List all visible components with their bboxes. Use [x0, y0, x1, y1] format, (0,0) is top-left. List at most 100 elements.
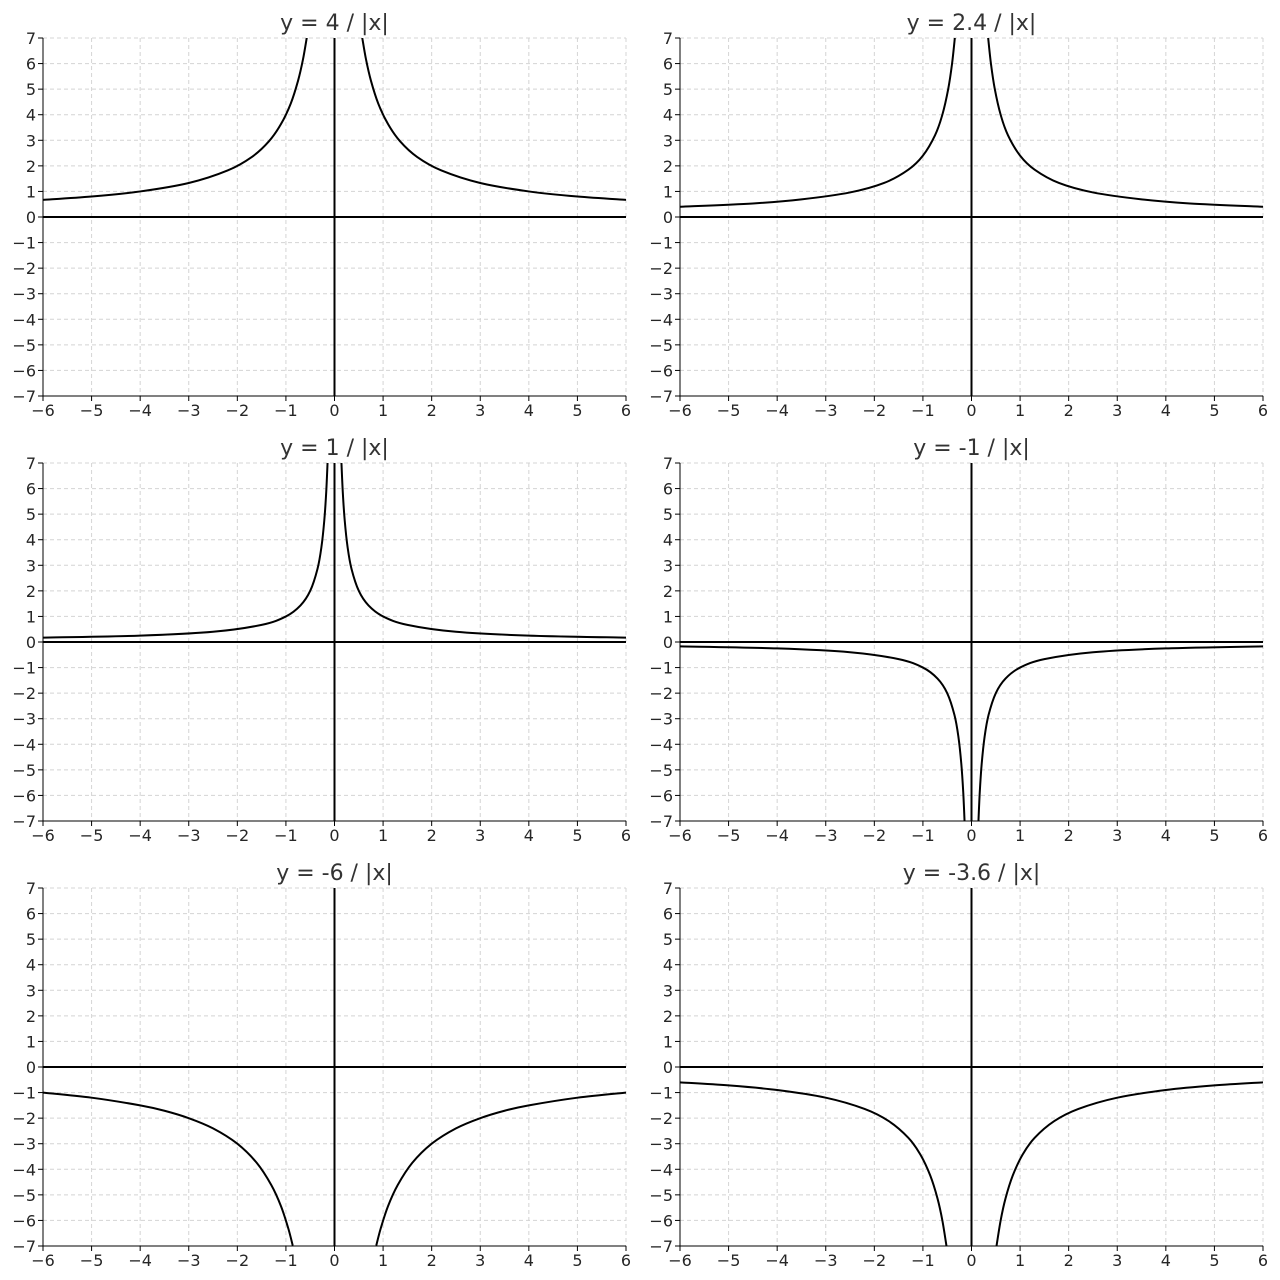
y-tick-label: 7: [663, 29, 673, 48]
y-tick-label: −5: [12, 1186, 36, 1205]
y-tick-label: −3: [12, 1135, 36, 1154]
x-tick-label: −2: [226, 401, 250, 420]
x-tick-label: 4: [1161, 401, 1171, 420]
x-tick-label: 1: [378, 1251, 388, 1270]
y-tick-label: −3: [12, 710, 36, 729]
y-tick-label: 2: [663, 157, 673, 176]
curve: [680, 1081, 1263, 1246]
y-tick-label: 0: [26, 1058, 36, 1077]
y-tick-label: −1: [649, 234, 673, 253]
x-tick-label: −5: [80, 401, 104, 420]
x-tick-label: 1: [1015, 826, 1025, 845]
curve: [43, 1091, 626, 1246]
y-tick-label: −6: [12, 361, 36, 380]
y-tick-label: 7: [663, 454, 673, 473]
x-tick-label: 2: [427, 826, 437, 845]
chart-title: y = -6 / |x|: [276, 861, 393, 886]
x-tick-label: −4: [765, 401, 789, 420]
y-tick-label: −6: [12, 1211, 36, 1230]
x-tick-label: 0: [966, 826, 976, 845]
y-tick-label: 0: [26, 633, 36, 652]
y-tick-label: 0: [663, 208, 673, 227]
chart-title: y = 2.4 / |x|: [907, 11, 1037, 36]
x-tick-label: −4: [128, 826, 152, 845]
y-tick-label: 0: [663, 633, 673, 652]
y-tick-label: −7: [12, 387, 36, 406]
y-tick-label: −2: [12, 1109, 36, 1128]
x-tick-label: −5: [717, 1251, 741, 1270]
curve: [680, 645, 1263, 821]
x-tick-label: −6: [668, 826, 692, 845]
x-tick-label: 4: [524, 401, 534, 420]
y-tick-label: −3: [649, 1135, 673, 1154]
y-tick-label: 4: [663, 956, 673, 975]
x-tick-label: −6: [668, 1251, 692, 1270]
y-tick-label: −5: [12, 336, 36, 355]
x-tick-label: −1: [911, 1251, 935, 1270]
x-tick-label: −6: [31, 401, 55, 420]
y-tick-label: −1: [12, 1084, 36, 1103]
x-tick-label: 5: [572, 1251, 582, 1270]
chart-title: y = -3.6 / |x|: [903, 861, 1041, 886]
x-tick-label: 6: [621, 1251, 631, 1270]
y-tick-label: −6: [649, 786, 673, 805]
y-tick-label: −7: [649, 812, 673, 831]
y-tick-label: −7: [649, 1237, 673, 1256]
x-tick-label: 3: [475, 1251, 485, 1270]
x-tick-label: −3: [177, 826, 201, 845]
y-tick-label: 0: [26, 208, 36, 227]
y-tick-label: 5: [26, 505, 36, 524]
x-tick-label: 0: [329, 1251, 339, 1270]
y-tick-label: −6: [649, 361, 673, 380]
y-tick-label: 3: [26, 556, 36, 575]
y-tick-label: −7: [12, 1237, 36, 1256]
y-tick-label: −3: [12, 285, 36, 304]
x-tick-label: 3: [1112, 401, 1122, 420]
chart-title: y = 4 / |x|: [280, 11, 389, 36]
x-tick-label: 1: [1015, 1251, 1025, 1270]
y-tick-label: −7: [12, 812, 36, 831]
y-tick-label: 3: [26, 131, 36, 150]
y-tick-label: 4: [663, 106, 673, 125]
x-tick-label: −5: [717, 401, 741, 420]
x-tick-label: 4: [1161, 826, 1171, 845]
x-tick-label: −6: [668, 401, 692, 420]
x-tick-label: 1: [1015, 401, 1025, 420]
y-tick-label: 6: [26, 905, 36, 924]
y-tick-label: 6: [26, 55, 36, 74]
y-tick-label: −4: [649, 1160, 673, 1179]
y-tick-label: −7: [649, 387, 673, 406]
y-tick-label: −2: [649, 259, 673, 278]
x-tick-label: −2: [226, 826, 250, 845]
x-tick-label: 2: [427, 401, 437, 420]
y-tick-label: −3: [649, 285, 673, 304]
x-tick-label: 1: [378, 826, 388, 845]
y-tick-label: 7: [26, 879, 36, 898]
x-tick-label: 3: [475, 826, 485, 845]
x-tick-label: −5: [717, 826, 741, 845]
y-tick-label: −4: [12, 310, 36, 329]
y-tick-label: 5: [663, 930, 673, 949]
x-tick-label: 5: [1209, 826, 1219, 845]
x-tick-label: −2: [863, 401, 887, 420]
x-tick-label: 6: [1258, 826, 1268, 845]
x-tick-label: 1: [378, 401, 388, 420]
y-tick-label: 4: [26, 531, 36, 550]
curve: [43, 38, 626, 201]
x-tick-label: −4: [128, 1251, 152, 1270]
y-tick-label: 2: [663, 1007, 673, 1026]
y-tick-label: −1: [649, 1084, 673, 1103]
y-tick-label: −4: [12, 735, 36, 754]
chart-title: y = 1 / |x|: [280, 436, 389, 461]
y-tick-label: −1: [12, 659, 36, 678]
y-tick-label: 3: [663, 556, 673, 575]
x-tick-label: −5: [80, 826, 104, 845]
x-tick-label: 3: [1112, 1251, 1122, 1270]
curve: [680, 38, 1263, 208]
x-tick-label: −4: [128, 401, 152, 420]
y-tick-label: −5: [649, 336, 673, 355]
y-tick-label: −4: [649, 310, 673, 329]
x-tick-label: 2: [427, 1251, 437, 1270]
y-tick-label: 1: [26, 1032, 36, 1051]
